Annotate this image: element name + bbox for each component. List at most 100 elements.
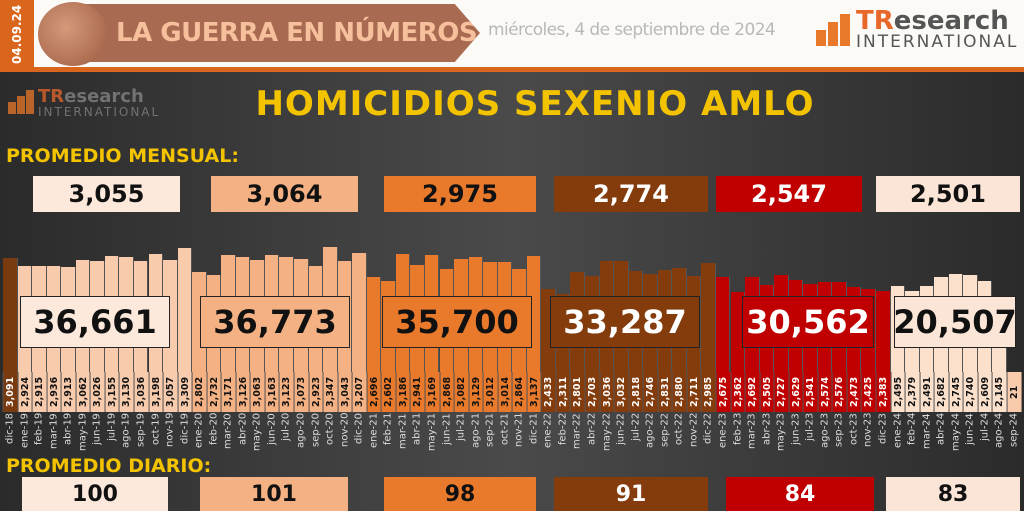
value-label: 3,163	[264, 372, 280, 412]
logo-tr: TR	[856, 6, 894, 36]
chart-title: HOMICIDIOS SEXENIO AMLO	[255, 84, 815, 124]
value-label: 2,864	[512, 372, 527, 412]
value-label: 3,126	[235, 372, 251, 412]
month-label: ago-24	[993, 413, 1005, 449]
month-label: sep-24	[1008, 413, 1020, 448]
value-label: 2,915	[32, 372, 47, 412]
bar-dic-20	[352, 253, 367, 372]
monthly-average-2019: 3,055	[33, 176, 180, 212]
month-label: ago-21	[469, 413, 481, 449]
value-label: 3,186	[395, 372, 411, 412]
month-label: mar-20	[222, 413, 234, 449]
month-label: oct-22	[673, 413, 685, 445]
value-label: 2,433	[541, 372, 556, 412]
month-label: mar-19	[47, 413, 59, 449]
month-label: ago-20	[295, 413, 307, 449]
value-label: 2,831	[657, 372, 673, 412]
month-label: ene-21	[368, 413, 380, 448]
month-label: oct-23	[848, 413, 860, 445]
month-label: ago-23	[819, 413, 831, 449]
month-label: may-19	[77, 413, 89, 451]
month-label: jun-22	[615, 413, 627, 445]
month-label: sep-19	[135, 413, 147, 448]
date-tab: 04.09.24	[0, 0, 34, 68]
value-label: 2,629	[788, 372, 804, 412]
logo-intl: INTERNATIONAL	[856, 32, 1019, 52]
monthly-average-2022: 2,774	[554, 176, 708, 212]
value-label: 3,155	[104, 372, 120, 412]
month-label: jun-23	[789, 413, 801, 445]
value-label: 3,014	[497, 372, 513, 412]
total-2022: 33,287	[550, 296, 700, 348]
daily-average-2020: 101	[200, 477, 348, 511]
value-label: 2,145	[992, 372, 1007, 412]
value-label: 3,309	[177, 372, 193, 412]
bar-ene-21	[366, 276, 382, 372]
value-label: 2,675	[715, 372, 731, 412]
value-label: 2,732	[206, 372, 222, 412]
value-label: 2,696	[366, 372, 382, 412]
value-label: 2,576	[832, 372, 847, 412]
value-label: 3,063	[250, 372, 265, 412]
value-label: 2,880	[672, 372, 687, 412]
total-2024: 20,507	[893, 296, 1017, 348]
value-label: 2,682	[934, 372, 949, 412]
watermark-logo: TResearch INTERNATIONAL	[4, 88, 160, 118]
bar-dic-19	[177, 248, 193, 372]
month-label: may-22	[600, 413, 612, 451]
value-label: 2,936	[46, 372, 62, 412]
month-label: feb-21	[382, 413, 394, 446]
month-label: nov-21	[513, 413, 525, 448]
month-label: feb-23	[731, 413, 743, 446]
month-label: nov-23	[862, 413, 874, 448]
value-label: 3,091	[3, 372, 18, 412]
value-label: 3,036	[133, 372, 149, 412]
month-label: dic-23	[877, 413, 889, 444]
month-label: oct-19	[149, 413, 161, 445]
month-label: nov-20	[338, 413, 350, 448]
value-label: 2,473	[846, 372, 862, 412]
value-label: 3,130	[119, 372, 134, 412]
value-label: 2,692	[745, 372, 760, 412]
month-label: may-21	[426, 413, 438, 451]
month-label: feb-22	[557, 413, 569, 446]
month-label: mar-23	[746, 413, 758, 449]
month-label: abr-21	[411, 413, 423, 446]
month-label: jun-24	[964, 413, 976, 445]
value-label: 3,198	[148, 372, 164, 412]
bar-dic-22	[701, 263, 716, 372]
month-label: mar-24	[920, 413, 932, 449]
total-2020: 36,773	[200, 296, 350, 348]
total-2021: 35,700	[382, 296, 532, 348]
logo-chart-icon	[810, 10, 856, 50]
month-label: jul-22	[629, 413, 641, 442]
daily-average-2021: 98	[384, 477, 536, 511]
value-label: 2,609	[977, 372, 993, 412]
monthly-average-2020: 3,064	[211, 176, 358, 212]
monthly-average-label: PROMEDIO MENSUAL:	[6, 145, 239, 167]
value-label: 3,043	[337, 372, 353, 412]
month-label: nov-19	[164, 413, 176, 448]
logo-research: esearch	[893, 6, 1009, 36]
logo: TResearch INTERNATIONAL	[810, 8, 1018, 51]
month-label: sep-20	[309, 413, 321, 448]
bar-dic-23	[876, 290, 891, 372]
month-label: nov-22	[688, 413, 700, 448]
month-label: abr-22	[586, 413, 598, 446]
month-label: ene-19	[18, 413, 30, 448]
value-label: 2,868	[439, 372, 455, 412]
month-label: jun-20	[266, 413, 278, 445]
month-label: jul-19	[106, 413, 118, 442]
value-label: 2,924	[17, 372, 33, 412]
value-label: 3,062	[75, 372, 91, 412]
monthly-average-2023: 2,547	[716, 176, 862, 212]
value-label: 21	[1006, 372, 1022, 412]
month-label: ene-22	[542, 413, 554, 448]
value-label: 2,362	[730, 372, 746, 412]
value-label: 3,036	[599, 372, 615, 412]
logo-chart-icon	[4, 88, 38, 118]
bar-ene-23	[715, 277, 731, 372]
month-label: ago-22	[644, 413, 656, 449]
value-label: 2,745	[948, 372, 964, 412]
month-label: abr-24	[935, 413, 947, 446]
